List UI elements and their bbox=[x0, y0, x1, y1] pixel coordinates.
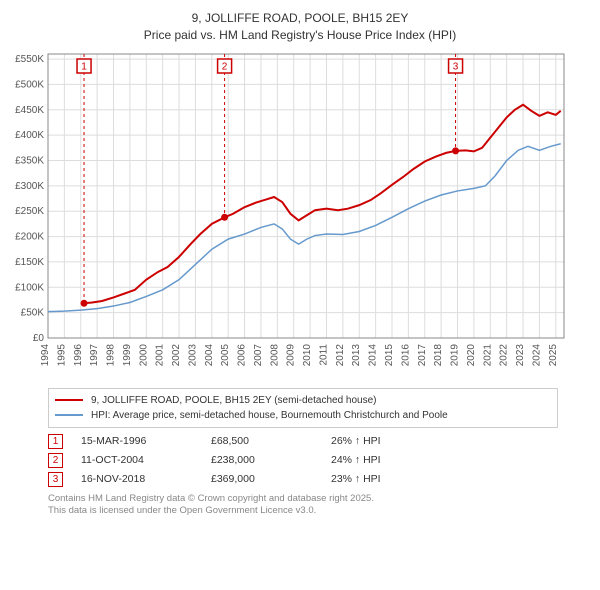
sales-delta: 26% ↑ HPI bbox=[331, 435, 451, 447]
sales-marker-3: 3 bbox=[48, 472, 63, 487]
svg-text:2018: 2018 bbox=[433, 343, 444, 366]
svg-text:£0: £0 bbox=[33, 333, 45, 344]
svg-text:2007: 2007 bbox=[253, 343, 264, 366]
svg-text:£150K: £150K bbox=[15, 257, 44, 268]
sales-price: £68,500 bbox=[211, 435, 331, 447]
svg-text:2020: 2020 bbox=[466, 343, 477, 366]
footer-copyright: Contains HM Land Registry data © Crown c… bbox=[48, 493, 590, 505]
sales-row: 3 16-NOV-2018 £369,000 23% ↑ HPI bbox=[48, 472, 590, 487]
title-address: 9, JOLLIFFE ROAD, POOLE, BH15 2EY bbox=[10, 10, 590, 27]
svg-text:2022: 2022 bbox=[499, 343, 510, 366]
svg-text:1994: 1994 bbox=[40, 343, 51, 366]
svg-text:2004: 2004 bbox=[204, 343, 215, 366]
title-subtitle: Price paid vs. HM Land Registry's House … bbox=[10, 27, 590, 44]
sales-date: 16-NOV-2018 bbox=[81, 473, 211, 485]
svg-text:£200K: £200K bbox=[15, 231, 44, 242]
svg-text:2011: 2011 bbox=[318, 343, 329, 365]
sales-marker-1: 1 bbox=[48, 434, 63, 449]
svg-text:2001: 2001 bbox=[155, 343, 166, 366]
svg-text:2005: 2005 bbox=[220, 343, 231, 366]
sales-delta: 23% ↑ HPI bbox=[331, 473, 451, 485]
svg-text:2021: 2021 bbox=[482, 343, 493, 366]
svg-text:2006: 2006 bbox=[237, 343, 248, 366]
sales-row: 1 15-MAR-1996 £68,500 26% ↑ HPI bbox=[48, 434, 590, 449]
svg-text:2025: 2025 bbox=[548, 343, 559, 366]
legend-swatch-property bbox=[55, 399, 83, 401]
sales-date: 15-MAR-1996 bbox=[81, 435, 211, 447]
svg-text:£100K: £100K bbox=[15, 282, 44, 293]
sales-price: £369,000 bbox=[211, 473, 331, 485]
svg-text:£50K: £50K bbox=[21, 307, 45, 318]
sales-table: 1 15-MAR-1996 £68,500 26% ↑ HPI 2 11-OCT… bbox=[48, 434, 590, 487]
svg-text:2009: 2009 bbox=[286, 343, 297, 366]
svg-text:£250K: £250K bbox=[15, 206, 44, 217]
svg-text:2002: 2002 bbox=[171, 343, 182, 366]
sales-row: 2 11-OCT-2004 £238,000 24% ↑ HPI bbox=[48, 453, 590, 468]
legend-swatch-hpi bbox=[55, 414, 83, 416]
svg-text:£450K: £450K bbox=[15, 104, 44, 115]
svg-text:2016: 2016 bbox=[400, 343, 411, 366]
svg-text:2015: 2015 bbox=[384, 343, 395, 366]
legend-label-hpi: HPI: Average price, semi-detached house,… bbox=[91, 408, 448, 423]
svg-text:2014: 2014 bbox=[368, 343, 379, 366]
footer-licence: This data is licensed under the Open Gov… bbox=[48, 505, 590, 517]
svg-text:£300K: £300K bbox=[15, 180, 44, 191]
svg-text:£500K: £500K bbox=[15, 79, 44, 90]
svg-text:2023: 2023 bbox=[515, 343, 526, 366]
svg-text:2012: 2012 bbox=[335, 343, 346, 366]
svg-text:1998: 1998 bbox=[106, 343, 117, 366]
svg-text:2: 2 bbox=[222, 61, 228, 72]
svg-text:£550K: £550K bbox=[15, 54, 44, 65]
svg-text:2000: 2000 bbox=[138, 343, 149, 366]
chart-container: 9, JOLLIFFE ROAD, POOLE, BH15 2EY Price … bbox=[10, 10, 590, 517]
svg-text:£400K: £400K bbox=[15, 130, 44, 141]
sales-date: 11-OCT-2004 bbox=[81, 454, 211, 466]
svg-text:2019: 2019 bbox=[450, 343, 461, 366]
svg-text:1999: 1999 bbox=[122, 343, 133, 366]
legend: 9, JOLLIFFE ROAD, POOLE, BH15 2EY (semi-… bbox=[48, 388, 558, 428]
svg-text:2017: 2017 bbox=[417, 343, 428, 366]
sales-marker-2: 2 bbox=[48, 453, 63, 468]
chart-title: 9, JOLLIFFE ROAD, POOLE, BH15 2EY Price … bbox=[10, 10, 590, 44]
svg-text:2003: 2003 bbox=[187, 343, 198, 366]
svg-text:2008: 2008 bbox=[269, 343, 280, 366]
footer: Contains HM Land Registry data © Crown c… bbox=[48, 493, 590, 518]
svg-text:2010: 2010 bbox=[302, 343, 313, 366]
svg-text:1: 1 bbox=[81, 61, 87, 72]
svg-text:1997: 1997 bbox=[89, 343, 100, 366]
legend-item-hpi: HPI: Average price, semi-detached house,… bbox=[55, 408, 551, 423]
sales-delta: 24% ↑ HPI bbox=[331, 454, 451, 466]
svg-text:£350K: £350K bbox=[15, 155, 44, 166]
svg-text:1996: 1996 bbox=[73, 343, 84, 366]
svg-text:2013: 2013 bbox=[351, 343, 362, 366]
sales-price: £238,000 bbox=[211, 454, 331, 466]
legend-item-property: 9, JOLLIFFE ROAD, POOLE, BH15 2EY (semi-… bbox=[55, 393, 551, 408]
svg-text:3: 3 bbox=[453, 61, 459, 72]
svg-text:2024: 2024 bbox=[531, 343, 542, 366]
svg-text:1995: 1995 bbox=[56, 343, 67, 366]
legend-label-property: 9, JOLLIFFE ROAD, POOLE, BH15 2EY (semi-… bbox=[91, 393, 377, 408]
price-chart: £0 £50K £100K £150K £200K £250K £300K £350K £400… bbox=[10, 50, 570, 380]
